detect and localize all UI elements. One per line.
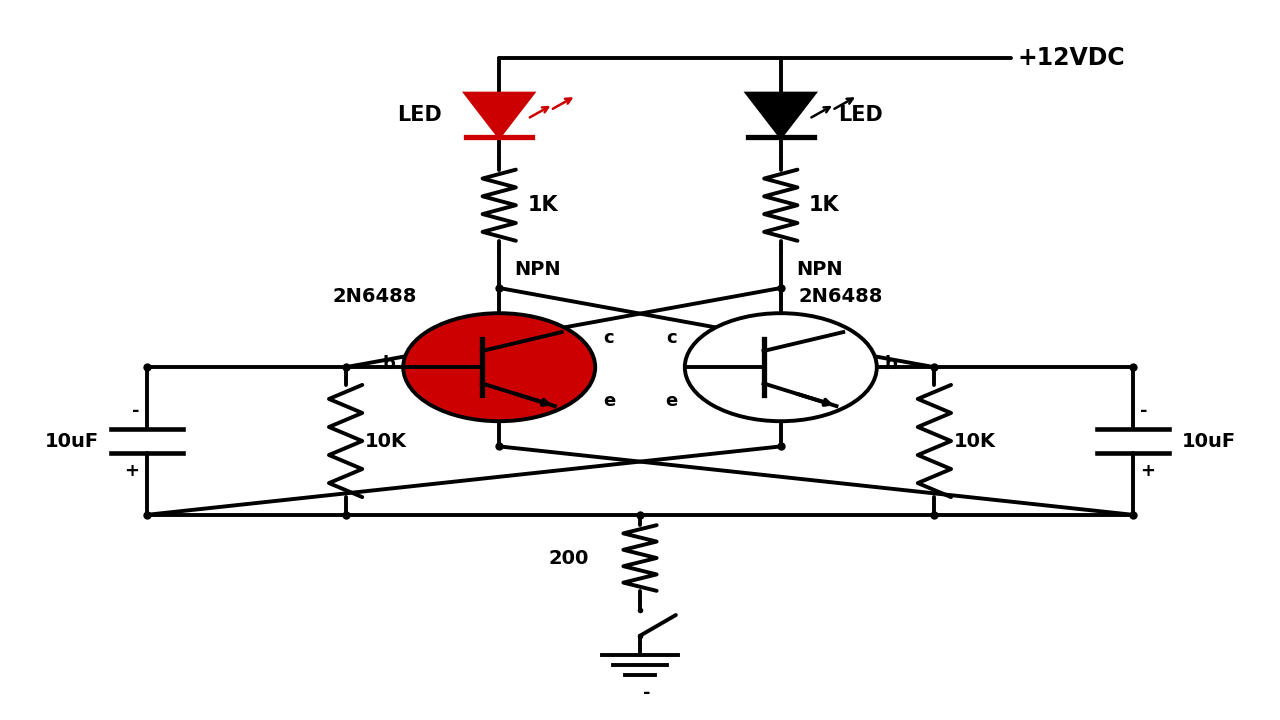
Text: c: c xyxy=(603,328,613,346)
Text: 2N6488: 2N6488 xyxy=(333,287,417,306)
Text: +12VDC: +12VDC xyxy=(1018,45,1125,70)
Circle shape xyxy=(685,313,877,421)
Text: 1K: 1K xyxy=(527,195,558,215)
Text: 10K: 10K xyxy=(365,431,407,451)
Text: c: c xyxy=(667,328,677,346)
Polygon shape xyxy=(466,94,532,137)
Text: -: - xyxy=(1140,402,1148,420)
Text: 1K: 1K xyxy=(809,195,840,215)
Text: b: b xyxy=(383,355,396,373)
Text: +: + xyxy=(124,462,140,480)
Text: 10K: 10K xyxy=(954,431,996,451)
Text: e: e xyxy=(603,392,616,410)
Text: 10uF: 10uF xyxy=(45,431,99,451)
Text: -: - xyxy=(132,402,140,420)
Circle shape xyxy=(403,313,595,421)
Text: +: + xyxy=(1140,462,1156,480)
Text: -: - xyxy=(643,684,650,702)
Text: LED: LED xyxy=(397,105,442,125)
Text: 200: 200 xyxy=(548,549,589,567)
Text: LED: LED xyxy=(838,105,883,125)
Text: 10uF: 10uF xyxy=(1181,431,1235,451)
Polygon shape xyxy=(748,94,814,137)
Text: 2N6488: 2N6488 xyxy=(799,287,883,306)
Text: NPN: NPN xyxy=(515,260,561,279)
Text: b: b xyxy=(884,355,897,373)
Text: NPN: NPN xyxy=(796,260,842,279)
Text: e: e xyxy=(664,392,677,410)
